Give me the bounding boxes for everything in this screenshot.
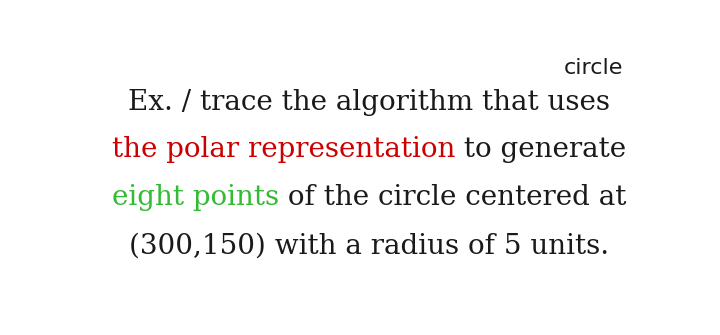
Text: the polar representation: the polar representation bbox=[112, 136, 455, 163]
Text: of the circle centered at: of the circle centered at bbox=[279, 184, 626, 211]
Text: eight points: eight points bbox=[112, 184, 279, 211]
Text: circle: circle bbox=[564, 58, 623, 78]
Text: to generate: to generate bbox=[455, 136, 626, 163]
Text: Ex. / trace the algorithm that uses: Ex. / trace the algorithm that uses bbox=[128, 89, 610, 116]
Text: (300,150) with a radius of 5 units.: (300,150) with a radius of 5 units. bbox=[129, 233, 609, 260]
